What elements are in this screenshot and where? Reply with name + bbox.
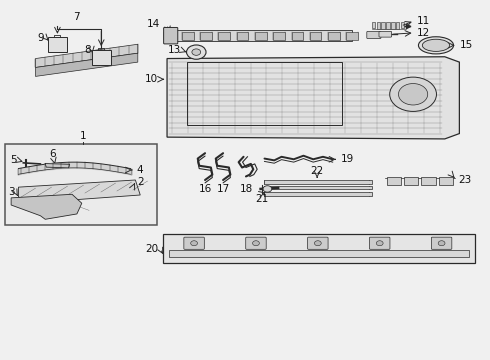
Circle shape	[252, 241, 259, 246]
Bar	[187, 62, 343, 125]
FancyBboxPatch shape	[164, 27, 178, 44]
Circle shape	[192, 49, 201, 55]
Ellipse shape	[418, 37, 454, 54]
Text: 13: 13	[168, 45, 181, 55]
Circle shape	[438, 241, 445, 246]
Bar	[182, 32, 194, 40]
Bar	[310, 32, 321, 40]
FancyBboxPatch shape	[5, 144, 157, 225]
FancyBboxPatch shape	[163, 234, 475, 263]
Text: 17: 17	[217, 184, 230, 194]
Text: 11: 11	[416, 16, 430, 26]
FancyBboxPatch shape	[245, 237, 266, 249]
Bar	[237, 32, 248, 40]
Text: 6: 6	[49, 149, 56, 159]
Bar	[200, 32, 212, 40]
Bar	[391, 22, 394, 29]
Text: 2: 2	[137, 177, 144, 187]
Bar	[401, 22, 404, 28]
Circle shape	[398, 84, 428, 105]
Text: 20: 20	[145, 244, 158, 254]
Text: 15: 15	[460, 40, 473, 50]
FancyBboxPatch shape	[367, 31, 381, 39]
Text: 22: 22	[311, 166, 324, 176]
Polygon shape	[45, 163, 70, 168]
Text: 4: 4	[137, 165, 144, 175]
Bar	[170, 250, 469, 257]
Bar	[376, 22, 380, 28]
Bar	[255, 32, 267, 40]
Bar	[404, 177, 418, 185]
FancyBboxPatch shape	[369, 237, 390, 249]
Bar	[328, 32, 340, 40]
Text: 16: 16	[198, 184, 212, 194]
Circle shape	[191, 241, 197, 246]
Ellipse shape	[422, 39, 450, 51]
Polygon shape	[170, 30, 352, 41]
Bar	[372, 22, 375, 28]
Text: 21: 21	[255, 194, 268, 204]
Bar	[164, 32, 175, 40]
Bar	[219, 32, 230, 40]
Text: 14: 14	[147, 19, 160, 29]
Text: 5: 5	[10, 155, 17, 165]
FancyBboxPatch shape	[184, 237, 204, 249]
Text: 10: 10	[145, 74, 158, 84]
Bar	[265, 186, 372, 189]
Bar	[439, 177, 453, 185]
Bar	[381, 22, 385, 29]
Bar	[386, 22, 390, 29]
Polygon shape	[19, 180, 140, 203]
Text: 18: 18	[239, 184, 253, 194]
FancyBboxPatch shape	[308, 237, 328, 249]
Bar	[396, 22, 399, 28]
FancyBboxPatch shape	[431, 237, 452, 249]
Bar	[421, 177, 436, 185]
Polygon shape	[11, 194, 82, 219]
FancyBboxPatch shape	[92, 50, 111, 64]
Text: 19: 19	[341, 154, 354, 163]
Text: 12: 12	[416, 28, 430, 38]
Circle shape	[390, 77, 437, 111]
Bar	[387, 177, 401, 185]
Bar	[265, 180, 372, 184]
Circle shape	[376, 241, 383, 246]
Bar	[346, 32, 358, 40]
Circle shape	[187, 45, 206, 59]
Text: 1: 1	[80, 131, 87, 141]
Circle shape	[315, 241, 321, 246]
Circle shape	[263, 186, 272, 192]
Bar	[292, 32, 303, 40]
Text: 7: 7	[74, 12, 80, 22]
Text: 3: 3	[8, 187, 15, 197]
FancyBboxPatch shape	[379, 31, 392, 37]
Text: 9: 9	[38, 33, 44, 43]
Polygon shape	[167, 57, 460, 139]
Polygon shape	[35, 44, 138, 67]
Text: 23: 23	[459, 175, 472, 185]
Bar	[265, 192, 372, 196]
Text: 8: 8	[84, 45, 91, 55]
Polygon shape	[35, 53, 138, 76]
Bar	[273, 32, 285, 40]
FancyBboxPatch shape	[48, 37, 67, 52]
